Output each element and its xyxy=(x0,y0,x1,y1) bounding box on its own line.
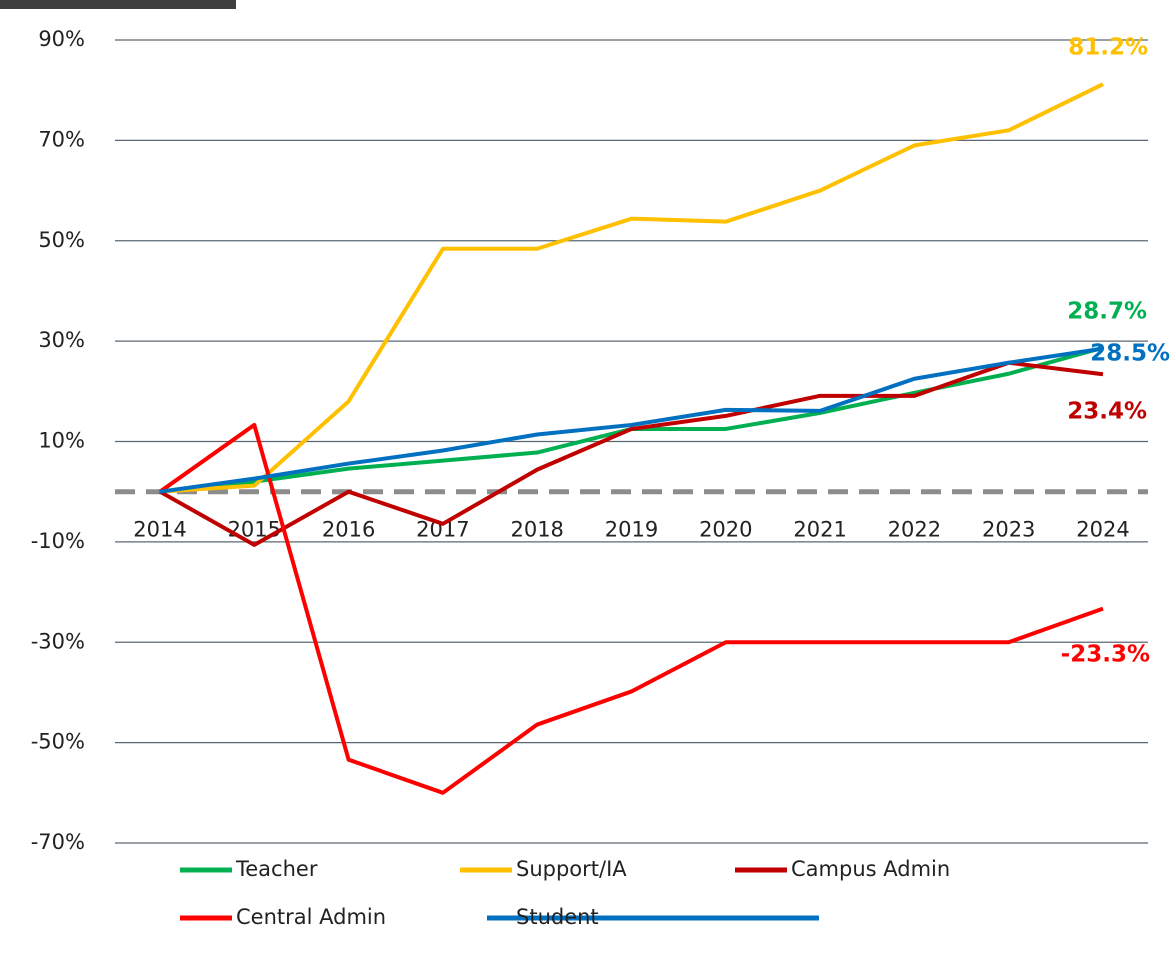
y-tick-label: 10% xyxy=(38,429,85,453)
legend-label: Campus Admin xyxy=(791,857,950,881)
value-label: -23.3% xyxy=(1061,642,1150,668)
series-line xyxy=(159,346,1104,494)
value-label: 81.2% xyxy=(1068,35,1148,61)
y-tick-label: -30% xyxy=(31,629,85,653)
legend-label: Support/IA xyxy=(516,857,627,881)
x-tick-label: 2024 xyxy=(1076,518,1129,542)
header-bar xyxy=(0,0,236,9)
value-label: 23.4% xyxy=(1067,399,1147,425)
y-tick-label: -10% xyxy=(31,529,85,553)
value-label: 28.7% xyxy=(1067,299,1147,325)
x-tick-label: 2018 xyxy=(510,518,563,542)
y-tick-label: 70% xyxy=(38,127,85,151)
x-tick-label: 2019 xyxy=(605,518,658,542)
legend-label: Central Admin xyxy=(236,905,386,929)
x-tick-label: 2021 xyxy=(793,518,846,542)
x-tick-label: 2020 xyxy=(699,518,752,542)
series-line xyxy=(158,422,1104,795)
x-tick-label: 2023 xyxy=(982,518,1035,542)
x-tick-label: 2022 xyxy=(888,518,941,542)
y-tick-label: -50% xyxy=(31,730,85,754)
y-tick-label: 90% xyxy=(38,27,85,51)
x-tick-label: 2017 xyxy=(416,518,469,542)
x-tick-label: 2014 xyxy=(133,518,186,542)
y-tick-label: 50% xyxy=(38,228,85,252)
x-tick-label: 2016 xyxy=(322,518,375,542)
legend-label: Teacher xyxy=(235,857,318,881)
value-label: 28.5% xyxy=(1090,341,1170,367)
series-line xyxy=(159,82,1104,494)
y-tick-label: 30% xyxy=(38,328,85,352)
x-tick-label: 2015 xyxy=(228,518,281,542)
y-tick-label: -70% xyxy=(31,830,85,854)
legend-label: Student xyxy=(516,905,599,929)
series-line xyxy=(159,360,1104,547)
